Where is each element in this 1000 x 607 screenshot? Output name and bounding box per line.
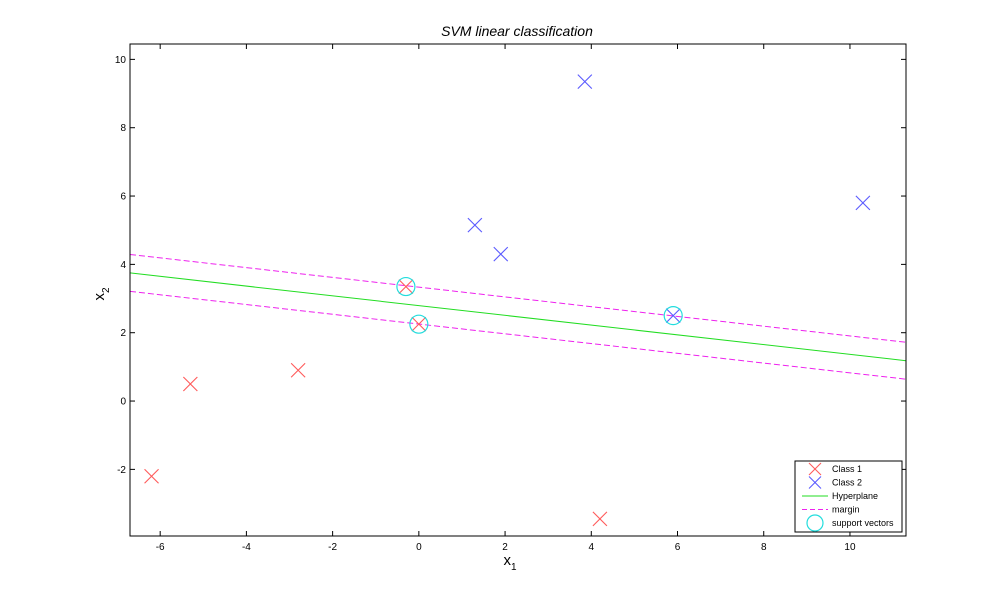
class-2-point	[665, 308, 681, 324]
class-2-point	[467, 217, 483, 233]
x-axis-label-base: x	[503, 552, 511, 569]
class-2-point-stroke	[467, 217, 483, 233]
class-1-point	[290, 362, 306, 378]
class-2-point	[493, 246, 509, 262]
legend-class-2-marker	[808, 476, 822, 489]
x-axis-label: x1	[503, 552, 517, 573]
legend-class-2-label: Class 2	[832, 478, 862, 488]
x-tick-label: -6	[156, 542, 165, 553]
class-1-point-stroke	[144, 468, 159, 484]
y-tick-label: 10	[115, 55, 127, 66]
class-1-point-stroke	[411, 316, 427, 332]
x-tick-label: -2	[328, 542, 337, 553]
class-2-point	[577, 74, 593, 89]
x-tick-label: 6	[675, 542, 681, 553]
class-1-point-stroke	[398, 279, 414, 294]
y-axis-label-base: x	[91, 293, 108, 301]
y-tick-label: 0	[120, 397, 126, 408]
legend-class-2-marker-stroke	[808, 476, 822, 489]
class-1-point-stroke	[182, 376, 198, 392]
legend-support-vectors-marker	[806, 514, 824, 532]
x-tick-label: 4	[589, 542, 595, 553]
axes-box	[129, 43, 907, 537]
x-tick-label: 10	[844, 542, 856, 553]
y-tick-label: 4	[120, 260, 126, 271]
legend: Class 1 Class 2 Hyperplane margin support ve…	[794, 460, 903, 533]
y-axis-label-sub: 2	[101, 287, 112, 293]
legend-class-1-label: Class 1	[832, 464, 862, 474]
legend-hyperplane-label: Hyperplane	[832, 491, 878, 501]
class-2-point-stroke	[665, 308, 681, 324]
class-2-point-stroke	[577, 74, 593, 89]
y-tick-label: 2	[120, 328, 126, 339]
hyperplane-line	[129, 272, 907, 362]
legend-margin-label: margin	[832, 505, 860, 515]
legend-class-1-marker	[808, 462, 822, 476]
class-2-point-stroke	[855, 195, 871, 211]
class-1-point-stroke	[290, 362, 306, 378]
support-vector-circle	[396, 276, 416, 297]
legend-support-vectors-label: support vectors	[832, 518, 894, 528]
legend-class-1-marker-stroke	[808, 462, 822, 476]
class-1-point-stroke	[592, 511, 608, 527]
margin-upper-line	[129, 253, 907, 343]
class-2-point-stroke	[493, 246, 509, 262]
x-tick-label: 0	[416, 542, 422, 553]
class-2-point	[855, 195, 871, 211]
y-tick-label: 6	[120, 192, 126, 203]
y-tick-label: -2	[117, 465, 126, 476]
x-axis-label-sub: 1	[511, 562, 517, 573]
margin-lower-line	[129, 290, 907, 380]
x-tick-label: -4	[242, 542, 251, 553]
y-axis-label: x2	[91, 287, 112, 301]
support-vector-circle	[409, 314, 429, 334]
support-vector-circle	[663, 306, 683, 326]
x-tick-label: 2	[502, 542, 508, 553]
class-1-point	[398, 279, 414, 294]
class-1-point	[182, 376, 198, 392]
class-1-point	[592, 511, 608, 527]
x-tick-label: 8	[761, 542, 767, 553]
plot-content	[129, 74, 907, 527]
axis-ticks: -6 -4 -2 0 2 4 6 8 10 -2 0 2 4 6 8 10	[115, 44, 906, 553]
class-1-point	[411, 316, 427, 332]
chart-title: SVM linear classification	[441, 23, 593, 39]
y-tick-label: 8	[120, 123, 126, 134]
class-1-point	[144, 468, 159, 484]
